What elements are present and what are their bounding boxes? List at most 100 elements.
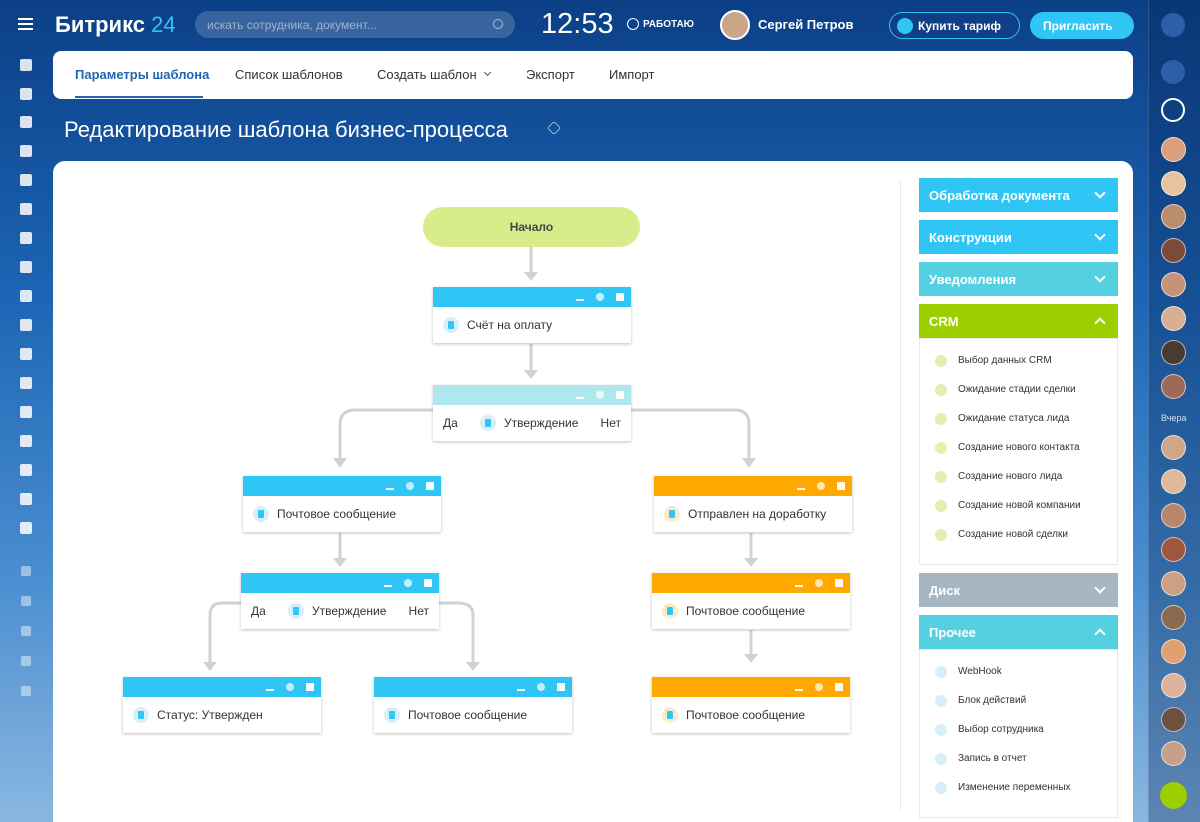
minimize-icon[interactable]	[517, 689, 525, 691]
contact-avatar[interactable]	[1161, 306, 1186, 331]
user-avatar[interactable]	[720, 10, 750, 40]
panel-section-header[interactable]: Обработка документа	[919, 178, 1118, 212]
close-icon[interactable]	[835, 683, 843, 691]
contact-avatar[interactable]	[1161, 673, 1186, 698]
nav-icon[interactable]	[20, 435, 32, 447]
contact-avatar[interactable]	[1161, 171, 1186, 196]
activity-item[interactable]: Запись в отчет	[958, 753, 1027, 764]
close-icon[interactable]	[837, 482, 845, 490]
search-button[interactable]	[1161, 98, 1185, 122]
nav-icon[interactable]	[20, 464, 32, 476]
activity-item[interactable]: Создание нового контакта	[958, 442, 1080, 453]
close-icon[interactable]	[557, 683, 565, 691]
nav-icon[interactable]	[20, 319, 32, 331]
panel-section-header[interactable]: Прочее	[919, 615, 1118, 649]
activity-item[interactable]: Создание новой сделки	[958, 529, 1068, 540]
minimize-icon[interactable]	[797, 488, 805, 490]
nav-icon[interactable]	[20, 290, 32, 302]
action-node[interactable]: Почтовое сообщение	[652, 677, 850, 733]
panel-section-header[interactable]: CRM	[919, 304, 1118, 338]
contact-avatar[interactable]	[1161, 435, 1186, 460]
action-node[interactable]: Статус: Утвержден	[123, 677, 321, 733]
tab[interactable]: Параметры шаблона	[75, 67, 210, 82]
action-node[interactable]: Почтовое сообщение	[652, 573, 850, 629]
help-button[interactable]	[1161, 13, 1185, 37]
activity-item[interactable]: Создание новой компании	[958, 500, 1081, 511]
settings-icon[interactable]	[406, 482, 414, 490]
contact-avatar[interactable]	[1161, 469, 1186, 494]
search-box[interactable]: искать сотрудника, документ...	[195, 11, 515, 38]
action-node[interactable]: Счёт на оплату	[433, 287, 631, 343]
minimize-icon[interactable]	[576, 397, 584, 399]
panel-section-header[interactable]: Уведомления	[919, 262, 1118, 296]
settings-icon[interactable]	[537, 683, 545, 691]
activity-item[interactable]: Ожидание статуса лида	[958, 413, 1070, 424]
settings-icon[interactable]	[815, 579, 823, 587]
settings-icon[interactable]	[815, 683, 823, 691]
nav-icon[interactable]	[20, 493, 32, 505]
buy-button[interactable]: Купить тариф	[889, 12, 1020, 39]
nav-icon[interactable]	[20, 348, 32, 360]
activity-item[interactable]: Ожидание стадии сделки	[958, 384, 1076, 395]
contact-avatar[interactable]	[1161, 503, 1186, 528]
user-name[interactable]: Сергей Петров	[758, 17, 854, 32]
settings-icon[interactable]	[286, 683, 294, 691]
close-icon[interactable]	[424, 579, 432, 587]
action-node[interactable]: Отправлен на доработку	[654, 476, 852, 532]
contact-avatar[interactable]	[1161, 741, 1186, 766]
condition-node[interactable]: Да Утверждение Нет	[241, 573, 439, 629]
minimize-icon[interactable]	[266, 689, 274, 691]
minimize-icon[interactable]	[795, 689, 803, 691]
panel-section-header[interactable]: Конструкции	[919, 220, 1118, 254]
settings-icon[interactable]	[817, 482, 825, 490]
close-icon[interactable]	[616, 293, 624, 301]
nav-icon[interactable]	[20, 59, 32, 71]
tab[interactable]: Экспорт	[526, 67, 575, 82]
contact-avatar[interactable]	[1161, 204, 1186, 229]
contact-avatar[interactable]	[1161, 238, 1186, 263]
menu-button[interactable]	[18, 18, 33, 20]
contact-avatar[interactable]	[1161, 272, 1186, 297]
activity-item[interactable]: Изменение переменных	[958, 782, 1071, 793]
nav-icon[interactable]	[21, 596, 31, 606]
contact-avatar[interactable]	[1161, 340, 1186, 365]
panel-section-header[interactable]: Диск	[919, 573, 1118, 607]
nav-icon[interactable]	[20, 377, 32, 389]
activity-item[interactable]: Создание нового лида	[958, 471, 1063, 482]
minimize-icon[interactable]	[795, 585, 803, 587]
nav-icon[interactable]	[20, 174, 32, 186]
activity-item[interactable]: WebHook	[958, 666, 1002, 677]
logo[interactable]: Битрикс 24	[55, 12, 176, 38]
tab[interactable]: Импорт	[609, 67, 655, 82]
close-icon[interactable]	[835, 579, 843, 587]
contact-avatar[interactable]	[1161, 639, 1186, 664]
contact-avatar[interactable]	[1161, 137, 1186, 162]
minimize-icon[interactable]	[576, 299, 584, 301]
nav-icon[interactable]	[20, 261, 32, 273]
nav-icon[interactable]	[20, 232, 32, 244]
action-node[interactable]: Почтовое сообщение	[243, 476, 441, 532]
nav-icon[interactable]	[21, 566, 31, 576]
nav-icon[interactable]	[21, 686, 31, 696]
settings-icon[interactable]	[596, 293, 604, 301]
settings-icon[interactable]	[404, 579, 412, 587]
invite-button[interactable]: Пригласить	[1030, 12, 1134, 39]
settings-icon[interactable]	[596, 391, 604, 399]
contact-avatar[interactable]	[1161, 605, 1186, 630]
activity-item[interactable]: Выбор данных CRM	[958, 355, 1052, 366]
nav-icon[interactable]	[20, 145, 32, 157]
contact-avatar[interactable]	[1161, 707, 1186, 732]
start-node[interactable]: Начало	[423, 207, 640, 247]
work-status[interactable]: РАБОТАЮ	[643, 19, 694, 30]
nav-icon[interactable]	[21, 656, 31, 666]
notifications-button[interactable]	[1161, 60, 1185, 84]
close-icon[interactable]	[306, 683, 314, 691]
contact-avatar[interactable]	[1161, 374, 1186, 399]
call-button[interactable]	[1160, 782, 1187, 809]
close-icon[interactable]	[616, 391, 624, 399]
nav-icon[interactable]	[20, 406, 32, 418]
action-node[interactable]: Почтовое сообщение	[374, 677, 572, 733]
contact-avatar[interactable]	[1161, 571, 1186, 596]
nav-icon[interactable]	[20, 116, 32, 128]
condition-node[interactable]: Да Утверждение Нет	[433, 385, 631, 441]
